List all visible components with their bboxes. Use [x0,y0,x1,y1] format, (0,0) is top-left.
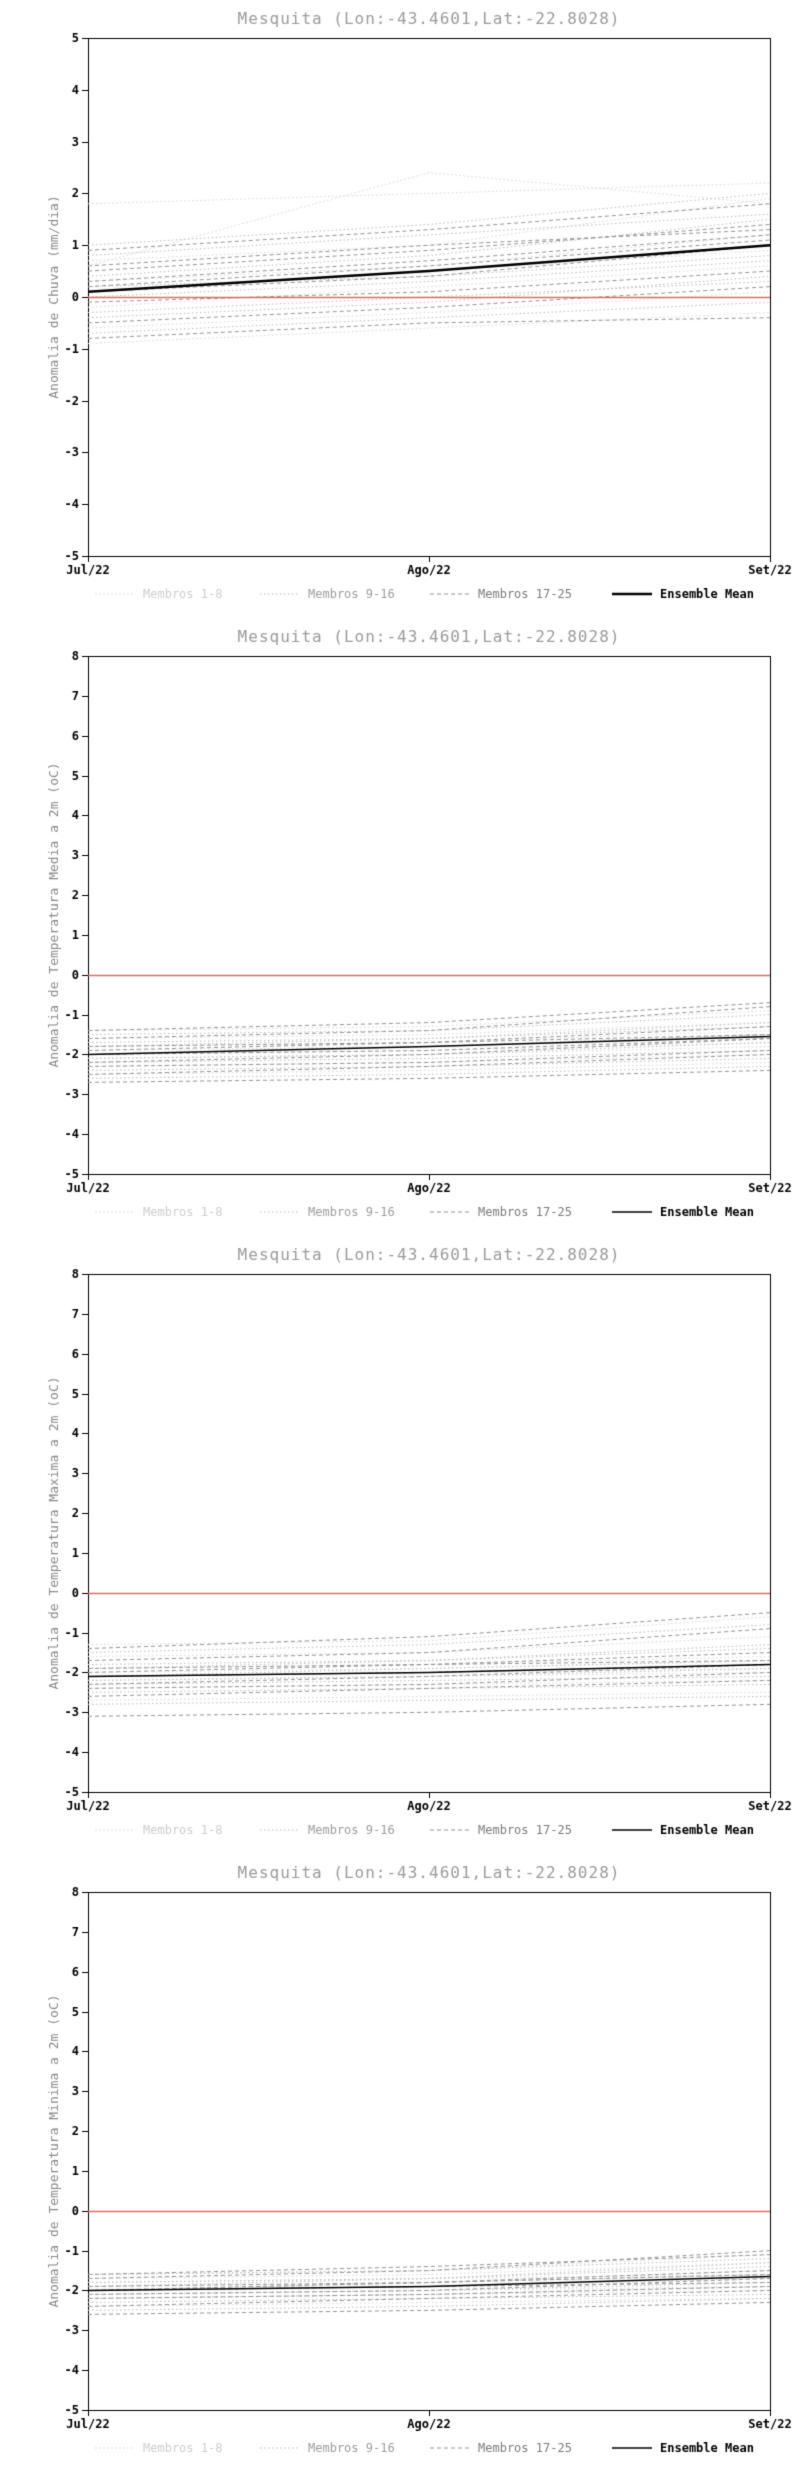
chart-rain-anomaly [0,0,800,618]
min-temp-anomaly-chart-canvas [0,1854,800,2472]
chart-min-temp-anomaly [0,1854,800,2472]
max-temp-anomaly-chart-canvas [0,1236,800,1854]
rain-anomaly-chart-canvas [0,0,800,618]
chart-max-temp-anomaly [0,1236,800,1854]
chart-mean-temp-anomaly [0,618,800,1236]
mean-temp-anomaly-chart-canvas [0,618,800,1236]
